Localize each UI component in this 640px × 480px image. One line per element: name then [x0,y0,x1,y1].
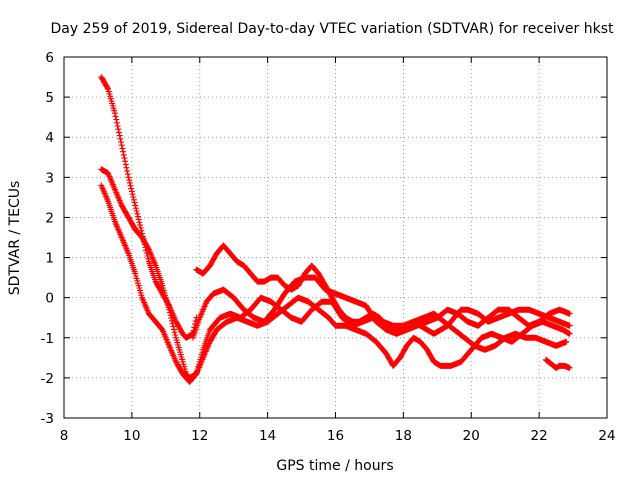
x-tick-label: 18 [395,428,412,444]
x-tick-label: 20 [463,428,480,444]
y-tick-label: -2 [41,371,54,387]
y-axis-label: SDTVAR / TECUs [7,181,23,296]
x-tick-label: 16 [327,428,344,444]
y-tick-label: 6 [45,50,54,66]
x-tick-label: 14 [259,428,276,444]
x-tick-label: 12 [191,428,208,444]
series-track-6 [542,356,573,371]
y-tick-label: 2 [45,210,54,226]
y-tick-label: -1 [41,331,54,347]
x-tick-label: 10 [123,428,140,444]
data-series [98,74,573,385]
series-track-5 [190,274,573,341]
y-tick-label: 5 [45,90,54,106]
series-markers [190,274,573,341]
y-tick-label: 4 [45,130,54,146]
y-tick-label: -3 [41,411,54,427]
x-tick-label: 22 [531,428,548,444]
x-axis-label: GPS time / hours [276,458,393,474]
series-markers [542,356,573,371]
grid [64,57,607,418]
y-tick-label: 1 [45,251,54,267]
x-tick-label: 24 [598,428,615,444]
chart-title: Day 259 of 2019, Sidereal Day-to-day VTE… [51,21,614,37]
y-tick-label: 0 [45,291,54,307]
y-tick-label: 3 [45,170,54,186]
x-tick-label: 8 [60,428,69,444]
